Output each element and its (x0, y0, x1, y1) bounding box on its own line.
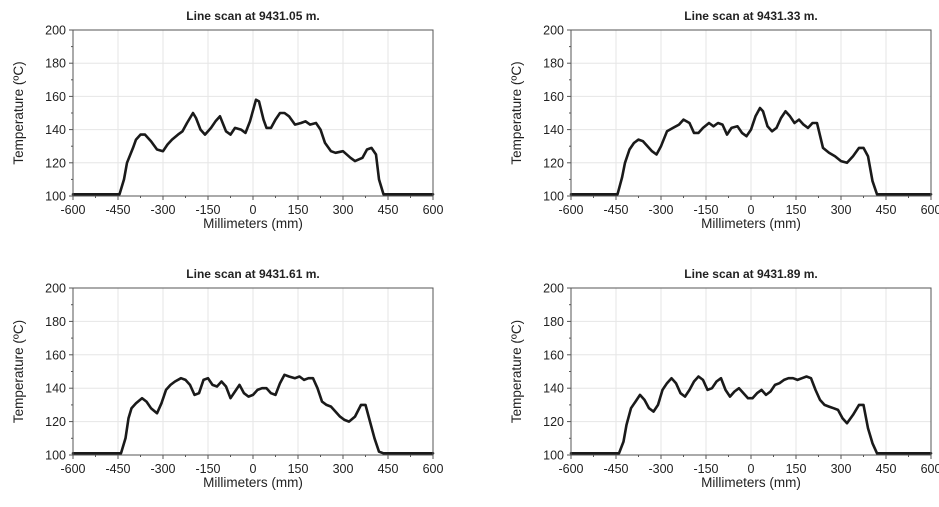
y-axis-label: Temperature (ºC) (509, 61, 524, 164)
y-tick-label: 160 (543, 90, 564, 104)
y-tick-label: 120 (45, 156, 66, 170)
y-tick-label: 180 (45, 57, 66, 71)
chart-title: Line scan at 9431.61 m. (186, 267, 319, 281)
y-tick-label: 200 (45, 282, 66, 296)
x-tick-label: -600 (558, 203, 583, 217)
y-axis-label: Temperature (ºC) (509, 320, 524, 423)
y-tick-label: 160 (543, 348, 564, 362)
x-tick-label: -300 (648, 203, 673, 217)
x-tick-label: -300 (150, 203, 175, 217)
y-tick-label: 100 (45, 449, 66, 463)
temperature-line (569, 375, 933, 455)
x-tick-label: -450 (105, 203, 130, 217)
x-tick-label: -150 (693, 462, 718, 476)
x-tick-label: -450 (105, 462, 130, 476)
y-tick-label: 180 (543, 57, 564, 71)
x-tick-label: 600 (921, 462, 939, 476)
temperature-line (71, 373, 435, 455)
x-tick-label: 150 (288, 203, 309, 217)
x-tick-label: 450 (876, 203, 897, 217)
x-tick-label: -600 (60, 462, 85, 476)
y-tick-label: 120 (543, 415, 564, 429)
y-tick-label: 100 (45, 190, 66, 204)
y-tick-label: 100 (543, 190, 564, 204)
y-tick-label: 140 (45, 382, 66, 396)
x-axis-label: Millimeters (mm) (701, 475, 801, 490)
chart-panel-1: -600 -450 -300 -150 0 150 300 450 600 100 120 140 16… (11, 9, 443, 231)
x-tick-label: 600 (423, 203, 444, 217)
x-tick-label: -150 (195, 203, 220, 217)
x-tick-label: 300 (333, 203, 354, 217)
y-tick-label: 140 (45, 123, 66, 137)
chart-panel-4: -600 -450 -300 -150 0 150 300 450 600 100 120 140 16… (509, 267, 939, 490)
y-tick-label: 160 (45, 348, 66, 362)
x-tick-label: -600 (558, 462, 583, 476)
y-tick-label: 200 (543, 282, 564, 296)
x-tick-label: -600 (60, 203, 85, 217)
x-axis-label: Millimeters (mm) (701, 216, 801, 231)
y-tick-label: 180 (543, 315, 564, 329)
chart-title: Line scan at 9431.89 m. (684, 267, 817, 281)
chart-title: Line scan at 9431.05 m. (186, 9, 319, 23)
x-tick-label: 300 (333, 462, 354, 476)
x-tick-label: -150 (195, 462, 220, 476)
temperature-line (71, 98, 435, 196)
x-tick-label: -300 (648, 462, 673, 476)
x-tick-label: 0 (250, 203, 257, 217)
chart-title: Line scan at 9431.33 m. (684, 9, 817, 23)
x-tick-label: 150 (288, 462, 309, 476)
x-tick-label: 0 (748, 462, 755, 476)
x-tick-label: 300 (831, 203, 852, 217)
y-tick-label: 120 (45, 415, 66, 429)
chart-panel-3: -600 -450 -300 -150 0 150 300 450 600 100 120 140 16… (11, 267, 443, 490)
y-tick-label: 160 (45, 90, 66, 104)
x-tick-label: 450 (876, 462, 897, 476)
y-tick-label: 140 (543, 382, 564, 396)
x-tick-label: 150 (786, 203, 807, 217)
x-tick-label: -300 (150, 462, 175, 476)
x-tick-label: 150 (786, 462, 807, 476)
y-tick-label: 100 (543, 449, 564, 463)
x-tick-label: 0 (748, 203, 755, 217)
x-tick-label: 600 (921, 203, 939, 217)
chart-panel-2: -600 -450 -300 -150 0 150 300 450 600 100 120 140 16… (509, 9, 939, 231)
x-tick-label: 600 (423, 462, 444, 476)
x-tick-label: -450 (603, 462, 628, 476)
temperature-line (569, 106, 933, 196)
x-tick-label: 300 (831, 462, 852, 476)
y-axis-label: Temperature (ºC) (11, 320, 26, 423)
y-tick-label: 200 (45, 24, 66, 38)
y-tick-label: 140 (543, 123, 564, 137)
y-tick-label: 120 (543, 156, 564, 170)
x-tick-label: 450 (378, 203, 399, 217)
x-tick-label: 450 (378, 462, 399, 476)
x-tick-label: -450 (603, 203, 628, 217)
x-tick-label: 0 (250, 462, 257, 476)
x-axis-label: Millimeters (mm) (203, 216, 303, 231)
x-axis-label: Millimeters (mm) (203, 475, 303, 490)
y-axis-label: Temperature (ºC) (11, 61, 26, 164)
y-tick-label: 180 (45, 315, 66, 329)
x-tick-label: -150 (693, 203, 718, 217)
y-tick-label: 200 (543, 24, 564, 38)
